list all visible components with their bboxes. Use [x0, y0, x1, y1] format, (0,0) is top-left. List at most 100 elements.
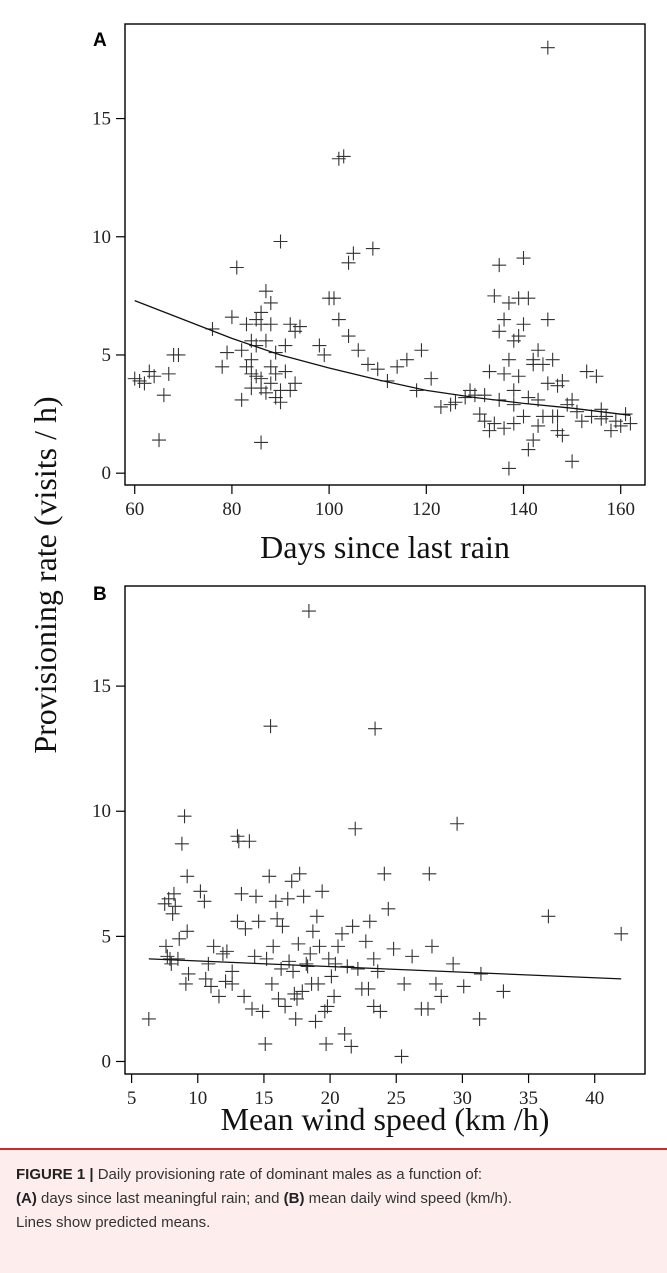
- data-point: [258, 385, 273, 400]
- data-point: [166, 886, 181, 901]
- data-point: [448, 395, 463, 410]
- data-point: [358, 934, 373, 949]
- data-point: [303, 946, 318, 961]
- x-tick-label: 20: [321, 1088, 340, 1109]
- data-point: [373, 1004, 388, 1019]
- x-tick-label: 30: [453, 1088, 472, 1109]
- data-point: [346, 246, 361, 261]
- x-tick-label: 100: [315, 499, 344, 520]
- x-tick-label: 160: [606, 499, 635, 520]
- data-point: [262, 869, 277, 884]
- data-point: [541, 909, 556, 924]
- panel-b-y-ticks: 0 5 10 15: [92, 676, 125, 1072]
- data-point: [211, 989, 226, 1004]
- data-point: [497, 312, 512, 327]
- data-point: [206, 939, 221, 954]
- data-point: [399, 352, 414, 367]
- data-point: [292, 866, 307, 881]
- data-point: [516, 409, 531, 424]
- caption-b-text: mean daily wind speed (km/h).: [304, 1190, 513, 1207]
- data-point: [251, 914, 266, 929]
- data-point: [317, 347, 332, 362]
- data-point: [362, 914, 377, 929]
- data-point: [312, 338, 327, 353]
- data-point: [540, 312, 555, 327]
- data-point: [181, 966, 196, 981]
- data-point: [225, 964, 240, 979]
- caption-line-2: (A) days since last meaningful rain; and…: [16, 1187, 651, 1211]
- data-point: [263, 359, 278, 374]
- data-point: [450, 816, 465, 831]
- data-point: [501, 461, 516, 476]
- data-point: [368, 721, 383, 736]
- data-point: [487, 416, 502, 431]
- data-point: [165, 906, 180, 921]
- x-tick-label: 10: [188, 1088, 207, 1109]
- data-point: [141, 1011, 156, 1026]
- data-point: [482, 364, 497, 379]
- data-point: [477, 388, 492, 403]
- data-point: [337, 1026, 352, 1041]
- data-point: [220, 345, 235, 360]
- data-point: [258, 1036, 273, 1051]
- data-point: [326, 291, 341, 306]
- data-point: [424, 939, 439, 954]
- data-point: [603, 423, 618, 438]
- panel-a-label: A: [93, 30, 107, 51]
- data-point: [224, 310, 239, 325]
- data-point: [334, 926, 349, 941]
- data-point: [327, 989, 342, 1004]
- data-point: [555, 373, 570, 388]
- panel-a-x-ticks: 60 80 100 120 140 160: [125, 485, 635, 520]
- caption-figure-label: FIGURE 1 |: [16, 1166, 94, 1183]
- data-point: [472, 1011, 487, 1026]
- data-point: [565, 392, 580, 407]
- data-point: [254, 317, 269, 332]
- data-point: [152, 433, 167, 448]
- caption-a-text: days since last meaningful rain; and: [36, 1190, 284, 1207]
- data-point: [521, 390, 536, 405]
- data-point: [309, 909, 324, 924]
- data-point: [472, 407, 487, 422]
- data-point: [381, 901, 396, 916]
- data-point: [341, 329, 356, 344]
- data-point: [497, 421, 512, 436]
- panel-b-x-axis-label: Mean wind speed (km /h): [221, 1101, 550, 1137]
- data-point: [501, 352, 516, 367]
- panel-b-points: [141, 604, 629, 1064]
- data-point: [623, 416, 638, 431]
- x-tick-label: 60: [125, 499, 144, 520]
- data-point: [320, 999, 335, 1014]
- data-point: [614, 926, 629, 941]
- data-point: [280, 891, 295, 906]
- data-point: [341, 255, 356, 270]
- data-point: [234, 343, 249, 358]
- data-point: [319, 1036, 334, 1051]
- x-tick-label: 80: [222, 499, 241, 520]
- data-point: [324, 969, 339, 984]
- data-point: [428, 976, 443, 991]
- data-point: [487, 288, 502, 303]
- data-point: [234, 886, 249, 901]
- data-point: [350, 961, 365, 976]
- caption-line-3: Lines show predicted means.: [16, 1214, 211, 1231]
- data-point: [511, 369, 526, 384]
- data-point: [345, 919, 360, 934]
- data-point: [613, 418, 628, 433]
- data-point: [409, 383, 424, 398]
- data-point: [266, 939, 281, 954]
- y-tick-label: 5: [102, 345, 112, 366]
- panel-a: A 0 5 10 15 60 80 100 120 140 160 Days since las…: [92, 23, 646, 565]
- x-tick-label: 120: [412, 499, 441, 520]
- y-axis-label: Provisioning rate (visits / h): [27, 396, 63, 753]
- data-point: [198, 971, 213, 986]
- data-point: [230, 914, 245, 929]
- data-point: [271, 991, 286, 1006]
- data-point: [344, 1039, 359, 1054]
- data-point: [370, 964, 385, 979]
- panel-a-frame: [124, 23, 646, 486]
- data-point: [574, 414, 589, 429]
- data-point: [424, 371, 439, 386]
- data-point: [197, 894, 212, 909]
